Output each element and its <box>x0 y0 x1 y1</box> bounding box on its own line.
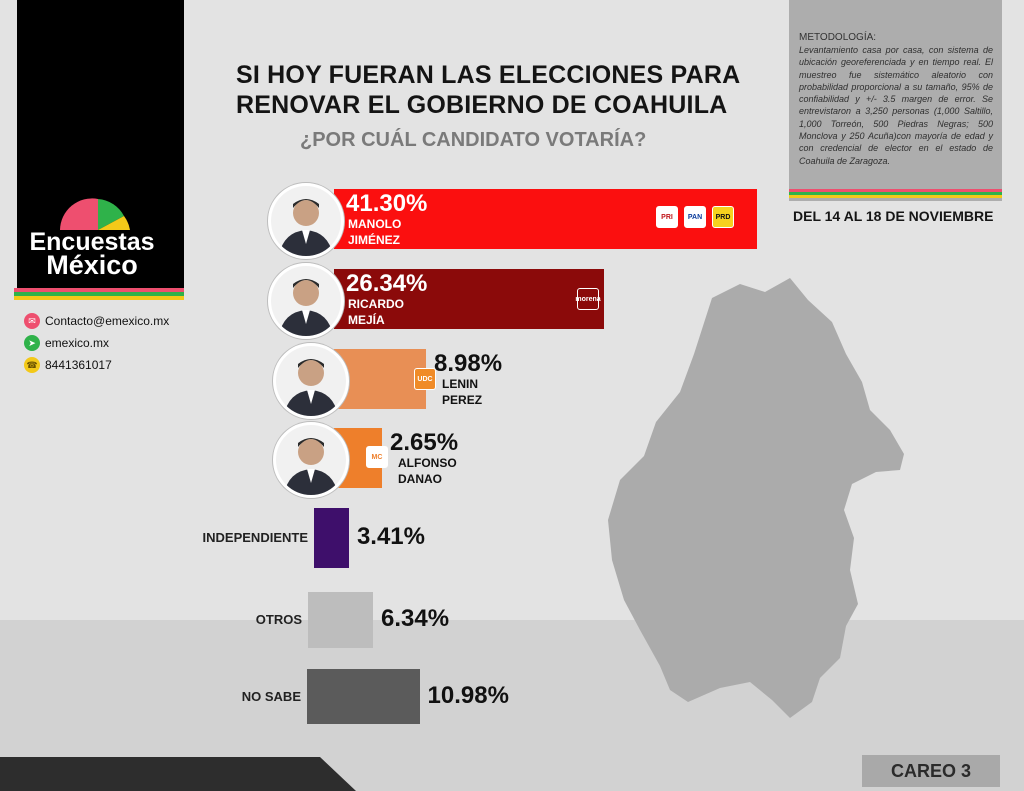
pri-logo-icon: PRI <box>656 206 678 228</box>
brand-stripe-pink <box>14 288 184 292</box>
candidate-last-name-jimenez: JIMÉNEZ <box>348 233 401 247</box>
cursor-icon: ➤ <box>24 335 40 351</box>
pan-logo-icon: PAN <box>684 206 706 228</box>
candidate-first-name-jimenez: MANOLO <box>348 217 402 231</box>
person-icon <box>276 425 346 495</box>
candidate-last-name-perez: PEREZ <box>442 393 483 407</box>
contact-website[interactable]: ➤ emexico.mx <box>24 335 109 351</box>
contact-phone-text: 8441361017 <box>45 358 112 372</box>
person-icon <box>271 186 341 256</box>
chart-title-line1: SI HOY FUERAN LAS ELECCIONES PARA <box>236 61 741 89</box>
chart-title: SI HOY FUERAN LAS ELECCIONES PARA RENOVA… <box>236 60 776 120</box>
candidate-photo-perez <box>273 343 349 419</box>
brand-name-line1: Encuestas <box>29 228 155 256</box>
candidate-name-jimenez: MANOLO JIMÉNEZ <box>348 216 401 248</box>
candidate-last-name-danao: DANAO <box>398 472 442 486</box>
category-label-independiente: INDEPENDIENTE <box>202 530 308 545</box>
candidate-photo-danao <box>273 422 349 498</box>
person-icon <box>276 346 346 416</box>
value-label-jimenez: 41.30% <box>346 190 428 217</box>
category-label-otros: OTROS <box>255 612 302 627</box>
contact-email[interactable]: ✉ Contacto@emexico.mx <box>24 313 169 329</box>
phone-icon: ☎ <box>24 357 40 373</box>
prd-logo-icon: PRD <box>712 206 734 228</box>
brand-gauge-icon <box>60 198 130 230</box>
contact-email-text: Contacto@emexico.mx <box>45 314 170 328</box>
footer-band <box>0 757 356 791</box>
candidate-name-danao: ALFONSO DANAO <box>398 455 457 487</box>
brand-stripe-yellow <box>14 296 184 300</box>
survey-dates: DEL 14 AL 18 DE NOVIEMBRE <box>793 208 994 224</box>
value-label-perez: 8.98% <box>434 350 503 377</box>
candidate-name-perez: LENIN PEREZ <box>442 376 482 408</box>
bar-perez <box>334 349 427 409</box>
value-label-danao: 2.65% <box>390 429 459 456</box>
chart-title-line2: RENOVAR EL GOBIERNO DE COAHUILA <box>236 91 728 119</box>
method-stripe-green <box>789 192 1002 195</box>
udc-logo-icon: UDC <box>414 368 436 390</box>
value-label-nosabe: 10.98% <box>427 681 509 709</box>
candidate-first-name-mejia: RICARDO <box>348 297 404 311</box>
candidate-first-name-perez: LENIN <box>442 377 479 391</box>
person-icon <box>271 266 341 336</box>
candidate-name-mejia: RICARDO MEJÍA <box>348 296 404 328</box>
category-label-nosabe: NO SABE <box>241 688 301 704</box>
candidate-first-name-danao: ALFONSO <box>398 456 457 470</box>
methodology-text: Levantamiento casa por casa, con sistema… <box>799 45 993 166</box>
brand-stripe-green <box>14 292 184 296</box>
methodology-box: METODOLOGÍA: Levantamiento casa por casa… <box>789 0 1002 201</box>
coahuila-map <box>608 278 904 718</box>
methodology-heading: METODOLOGÍA: <box>799 32 877 43</box>
bar-nosabe <box>307 669 420 724</box>
mc-logo-icon: MC <box>366 446 388 468</box>
mail-icon: ✉ <box>24 313 40 329</box>
logo-panel <box>17 0 184 288</box>
candidate-photo-mejia <box>268 263 344 339</box>
bar-independiente <box>314 508 349 568</box>
careo-tag: CAREO 3 <box>862 755 1000 787</box>
bar-mejia <box>334 269 604 329</box>
chart-subtitle: ¿POR CUÁL CANDIDATO VOTARÍA? <box>300 129 647 151</box>
method-stripe-yellow <box>789 195 1002 198</box>
value-label-otros: 6.34% <box>380 605 450 632</box>
brand-name-line2: México <box>46 250 138 280</box>
contact-phone[interactable]: ☎ 8441361017 <box>24 357 112 373</box>
morena-logo-icon: morena <box>575 288 601 310</box>
candidate-photo-jimenez <box>268 183 344 259</box>
bar-otros <box>308 592 373 648</box>
candidate-last-name-mejia: MEJÍA <box>348 313 385 327</box>
value-label-independiente: 3.41% <box>356 523 425 550</box>
value-label-mejia: 26.34% <box>346 270 428 297</box>
contact-website-text: emexico.mx <box>45 336 110 350</box>
method-stripe-pink <box>789 189 1002 192</box>
